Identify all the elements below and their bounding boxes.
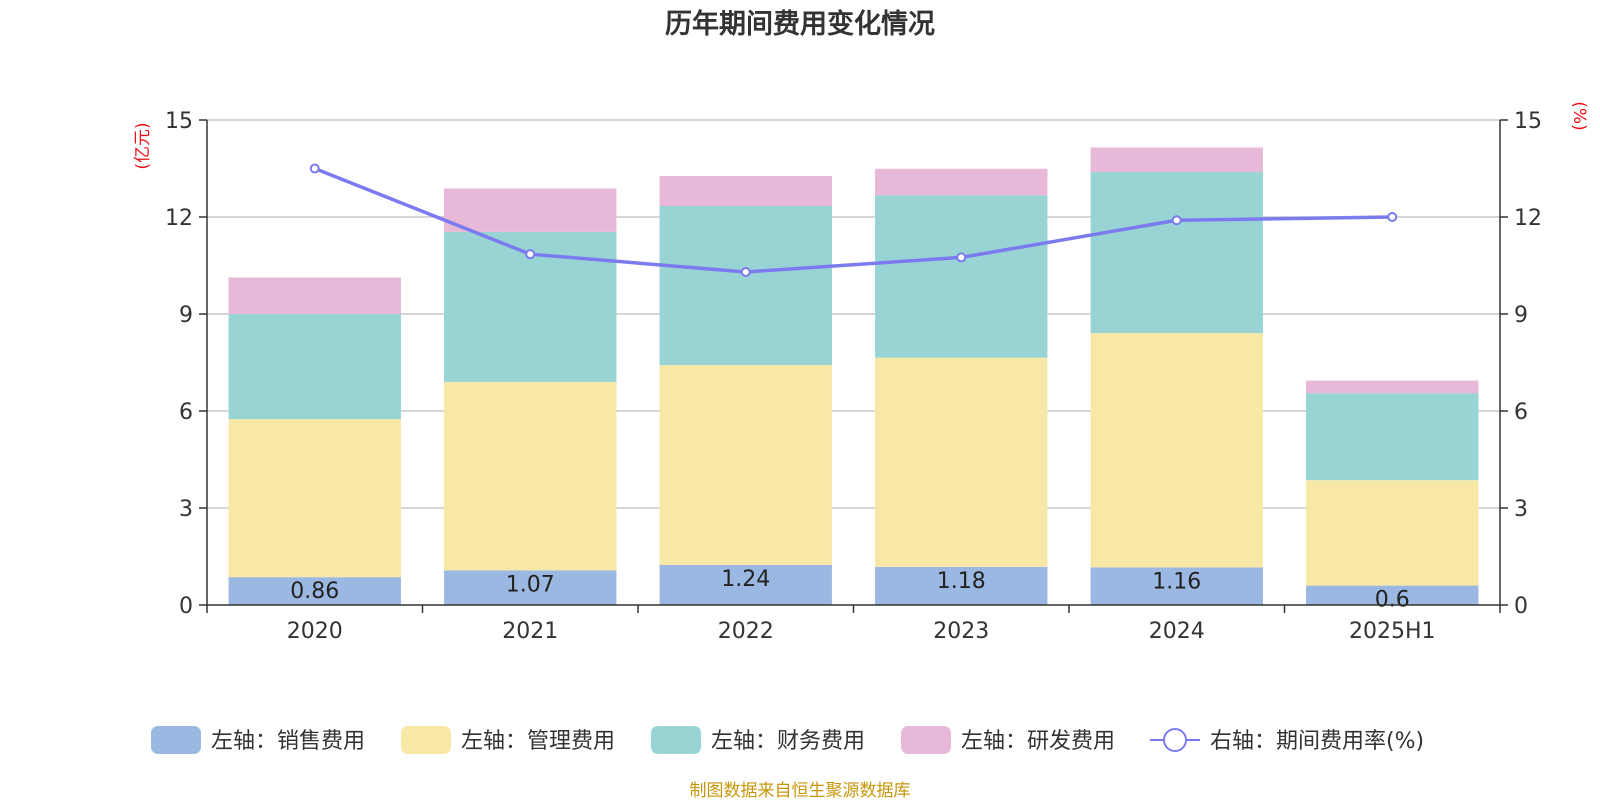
- rate-point-2021: [525, 249, 536, 260]
- left-axis-tick-label: 9: [179, 303, 193, 328]
- bar-sales-2024: [1090, 567, 1263, 605]
- bar-rnd-2021: [444, 188, 617, 232]
- legend-swatch-finance: [651, 726, 701, 754]
- data-label-sales-2025H1: 0.6: [1375, 588, 1410, 613]
- bar-rnd-2023: [875, 168, 1048, 196]
- data-label-sales-2024: 1.16: [1152, 569, 1201, 594]
- data-labels: 0.86 1.07 1.24 1.18 1.16 0.6: [290, 567, 1409, 613]
- rate-point-2025H1: [1387, 212, 1398, 222]
- rate-line-series: [309, 163, 1398, 277]
- bar-admin-2020: [228, 419, 401, 578]
- bar-finance-2024: [1090, 172, 1263, 334]
- bar-finance-2022: [659, 206, 832, 366]
- bar-sales-2020: [228, 577, 401, 605]
- x-axis-tick-label: 2024: [1149, 619, 1205, 644]
- x-axis-tick-label: 2022: [718, 619, 774, 644]
- legend-swatch-admin: [401, 726, 451, 754]
- bar-rnd-2024: [1090, 147, 1263, 173]
- right-axis-unit: (%): [1569, 101, 1589, 130]
- chart-title: 历年期间费用变化情况: [665, 8, 935, 40]
- legend-label-rnd: 左轴：研发费用: [961, 729, 1115, 754]
- bar-finance-2025H1: [1306, 393, 1479, 481]
- bar-sales-2021: [444, 570, 617, 605]
- data-label-sales-2023: 1.18: [937, 569, 986, 594]
- legend-label-finance: 左轴：财务费用: [711, 729, 865, 754]
- data-label-sales-2022: 1.24: [721, 567, 770, 592]
- legend-label-sales: 左轴：销售费用: [211, 729, 365, 754]
- rate-point-2020: [309, 163, 320, 174]
- right-axis-tick-label: 12: [1514, 206, 1542, 231]
- rate-point-2023: [956, 252, 967, 263]
- bar-admin-2022: [659, 365, 832, 565]
- rate-line: [314, 166, 1393, 274]
- bar-series: [228, 147, 1479, 605]
- legend-swatch-marker: [1163, 728, 1187, 752]
- bar-finance-2020: [228, 314, 401, 420]
- right-axis-tick-label: 6: [1514, 400, 1528, 425]
- right-axis-tick-label: 3: [1514, 497, 1528, 522]
- bar-admin-2023: [875, 357, 1048, 567]
- bar-finance-2023: [875, 195, 1048, 358]
- left-axis-tick-label: 0: [179, 594, 193, 619]
- left-axis-tick-label: 12: [165, 206, 193, 231]
- bar-admin-2021: [444, 381, 617, 571]
- right-axis-tick-label: 0: [1514, 594, 1528, 619]
- bar-admin-2025H1: [1306, 480, 1479, 586]
- rate-point-2024: [1171, 215, 1182, 226]
- right-axis-tick-label: 9: [1514, 303, 1528, 328]
- legend-label-admin: 左轴：管理费用: [461, 729, 615, 754]
- legend: 左轴：销售费用 左轴：管理费用 左轴：财务费用 左轴：研发费用 右轴：期间费用率(%): [151, 726, 1424, 754]
- bar-admin-2024: [1090, 333, 1263, 568]
- bar-sales-2023: [875, 566, 1048, 605]
- x-axis-tick-label: 2023: [933, 619, 989, 644]
- legend-swatch-rnd: [901, 726, 951, 754]
- legend-swatch-sales: [151, 726, 201, 754]
- left-axis-tick-label: 3: [179, 497, 193, 522]
- bar-rnd-2025H1: [1306, 380, 1479, 394]
- rate-point-2022: [740, 266, 751, 277]
- right-axis-tick-label: 15: [1514, 109, 1542, 134]
- bar-rnd-2020: [228, 277, 401, 314]
- data-label-sales-2021: 1.07: [506, 572, 555, 597]
- left-axis-tick-label: 15: [165, 109, 193, 134]
- x-axis-tick-label: 2025H1: [1349, 619, 1436, 644]
- source-note: 制图数据来自恒生聚源数据库: [690, 781, 911, 800]
- bar-rnd-2022: [659, 175, 832, 207]
- left-axis-tick-label: 6: [179, 400, 193, 425]
- bar-sales-2022: [659, 564, 832, 605]
- legend-label-rate: 右轴：期间费用率(%): [1210, 729, 1424, 754]
- bar-sales-2025H1: [1306, 585, 1479, 605]
- x-axis-tick-label: 2020: [287, 619, 343, 644]
- axes: 0 3 6 9 12 15 0 3 6 9 12 15 2020 2021 2022 2023 2024 2025…: [165, 109, 1542, 644]
- x-axis-tick-label: 2021: [502, 619, 558, 644]
- left-axis-unit: (亿元): [133, 122, 153, 169]
- data-label-sales-2020: 0.86: [290, 579, 339, 604]
